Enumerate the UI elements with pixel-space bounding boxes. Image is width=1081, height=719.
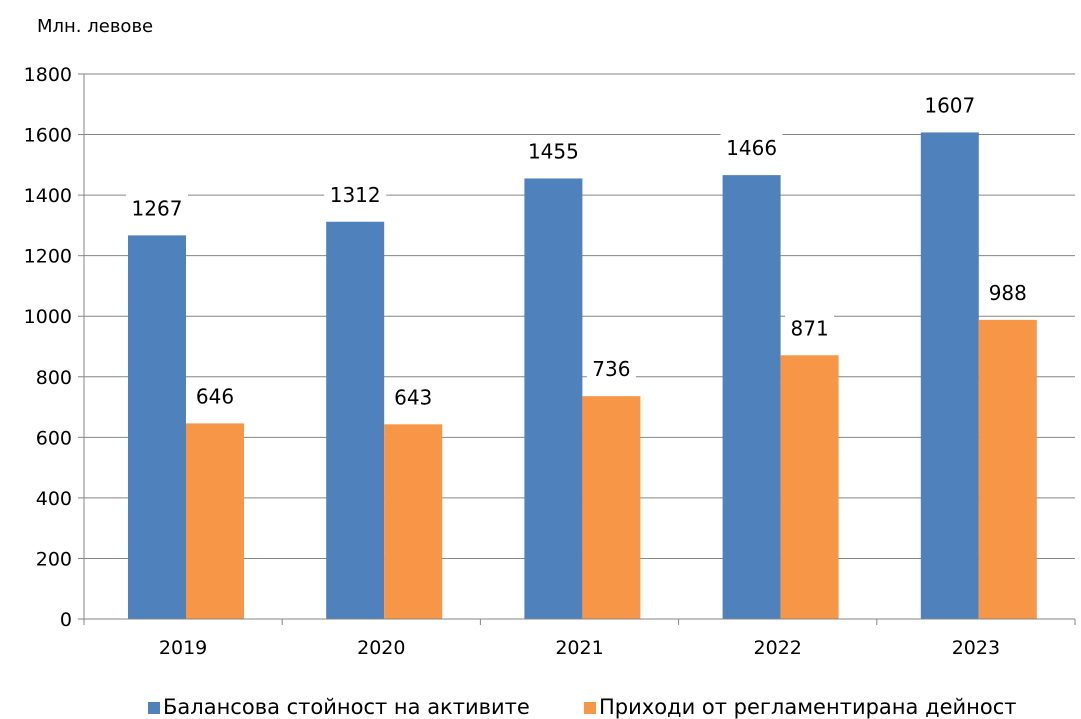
y-tick-label: 1000 [24,306,72,328]
y-tick-label: 1800 [24,64,72,86]
data-label-background [586,354,636,383]
x-tick-label: 2023 [952,637,1000,659]
data-labels: 1267 646 1312 643 1455 736 1466 871 1607 988 [126,90,1033,411]
bar-series-2 [978,319,1037,619]
bar-series-1 [920,132,979,620]
y-axis-unit-label: Млн. левове [37,16,153,37]
y-tick-label: 200 [36,548,72,570]
legend-swatch [584,702,596,714]
axes: 0 200 400 600 800 1000 1200 1400 1600 1800 2019 202… [24,64,1076,659]
data-label: 736 [592,357,630,381]
x-tick-label: 2021 [555,637,603,659]
data-label-background [785,313,835,342]
bar-series-2 [384,424,443,619]
y-tick-label: 600 [36,427,72,449]
bar-series-2 [780,355,839,619]
x-tick-label: 2020 [357,637,405,659]
y-tick-label: 800 [36,367,72,389]
y-tick-label: 1400 [24,185,72,207]
bars [128,132,1037,620]
data-label: 1466 [726,136,777,160]
data-label-background [918,90,981,119]
data-label: 1607 [924,93,975,117]
data-label-background [720,133,783,162]
y-tick-label: 400 [36,488,72,510]
data-label: 643 [394,385,432,409]
data-label: 1312 [330,183,381,207]
y-tick-label: 0 [60,609,72,631]
y-tick-label: 1600 [24,125,72,147]
legend-label: Балансова стойност на активите [163,695,530,719]
y-tick-label: 1200 [24,246,72,268]
x-tick-label: 2022 [754,637,802,659]
data-label-background [388,382,438,411]
data-label-background [983,277,1033,306]
data-label: 871 [791,316,829,340]
data-label: 646 [196,384,234,408]
legend: Балансова стойност на активите Приходи от… [148,695,1017,719]
data-label: 1267 [132,196,183,220]
data-label-background [126,193,188,222]
x-tick-label: 2019 [159,637,207,659]
data-label: 1455 [528,139,579,163]
legend-label: Приходи от регламентирана дейност [599,695,1017,719]
bar-series-2 [186,423,244,619]
bar-series-1 [524,178,583,620]
data-label: 988 [989,281,1027,305]
bar-series-1 [326,221,385,619]
data-label-background [324,179,387,208]
data-label-background [522,136,585,165]
bar-series-2 [582,396,641,619]
legend-swatch [148,702,160,714]
bar-series-1 [722,175,781,619]
data-label-background [190,381,240,410]
bar-series-1 [128,235,186,619]
